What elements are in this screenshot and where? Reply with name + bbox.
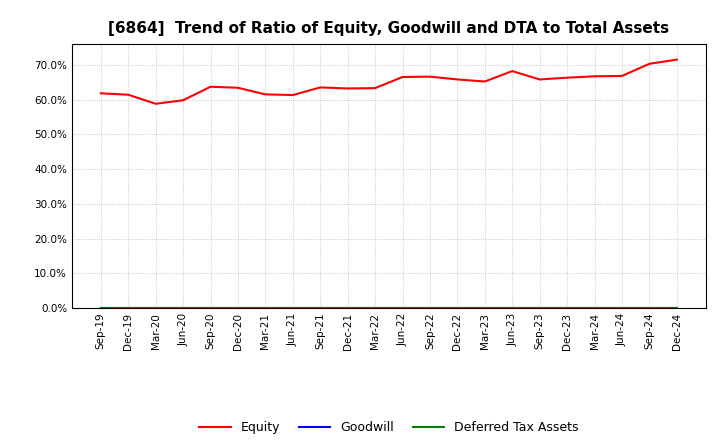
Equity [508,69,516,74]
Deferred Tax Assets [590,305,599,311]
Deferred Tax Assets [426,305,434,311]
Equity [371,85,379,91]
Equity [426,74,434,79]
Goodwill [398,305,407,311]
Goodwill [151,305,160,311]
Equity [398,74,407,80]
Equity [96,91,105,96]
Goodwill [618,305,626,311]
Deferred Tax Assets [316,305,325,311]
Goodwill [124,305,132,311]
Equity [151,101,160,106]
Equity [536,77,544,82]
Equity [316,85,325,90]
Equity [261,92,270,97]
Deferred Tax Assets [206,305,215,311]
Goodwill [563,305,572,311]
Deferred Tax Assets [96,305,105,311]
Deferred Tax Assets [261,305,270,311]
Deferred Tax Assets [233,305,242,311]
Deferred Tax Assets [289,305,297,311]
Equity [618,73,626,79]
Deferred Tax Assets [508,305,516,311]
Goodwill [590,305,599,311]
Equity [645,61,654,66]
Deferred Tax Assets [563,305,572,311]
Goodwill [672,305,681,311]
Deferred Tax Assets [343,305,352,311]
Deferred Tax Assets [618,305,626,311]
Goodwill [645,305,654,311]
Goodwill [289,305,297,311]
Goodwill [536,305,544,311]
Deferred Tax Assets [645,305,654,311]
Deferred Tax Assets [480,305,489,311]
Equity [590,73,599,79]
Goodwill [426,305,434,311]
Equity [206,84,215,89]
Title: [6864]  Trend of Ratio of Equity, Goodwill and DTA to Total Assets: [6864] Trend of Ratio of Equity, Goodwil… [108,21,670,36]
Goodwill [206,305,215,311]
Equity [343,86,352,91]
Deferred Tax Assets [536,305,544,311]
Goodwill [233,305,242,311]
Equity [124,92,132,97]
Deferred Tax Assets [151,305,160,311]
Equity [233,85,242,90]
Line: Equity: Equity [101,60,677,104]
Deferred Tax Assets [371,305,379,311]
Goodwill [96,305,105,311]
Goodwill [316,305,325,311]
Goodwill [261,305,270,311]
Deferred Tax Assets [124,305,132,311]
Equity [453,77,462,82]
Deferred Tax Assets [672,305,681,311]
Goodwill [480,305,489,311]
Goodwill [371,305,379,311]
Goodwill [453,305,462,311]
Goodwill [179,305,187,311]
Goodwill [343,305,352,311]
Equity [179,98,187,103]
Legend: Equity, Goodwill, Deferred Tax Assets: Equity, Goodwill, Deferred Tax Assets [194,416,583,439]
Equity [672,57,681,62]
Goodwill [508,305,516,311]
Deferred Tax Assets [453,305,462,311]
Deferred Tax Assets [398,305,407,311]
Equity [480,79,489,84]
Equity [289,92,297,98]
Equity [563,75,572,81]
Deferred Tax Assets [179,305,187,311]
